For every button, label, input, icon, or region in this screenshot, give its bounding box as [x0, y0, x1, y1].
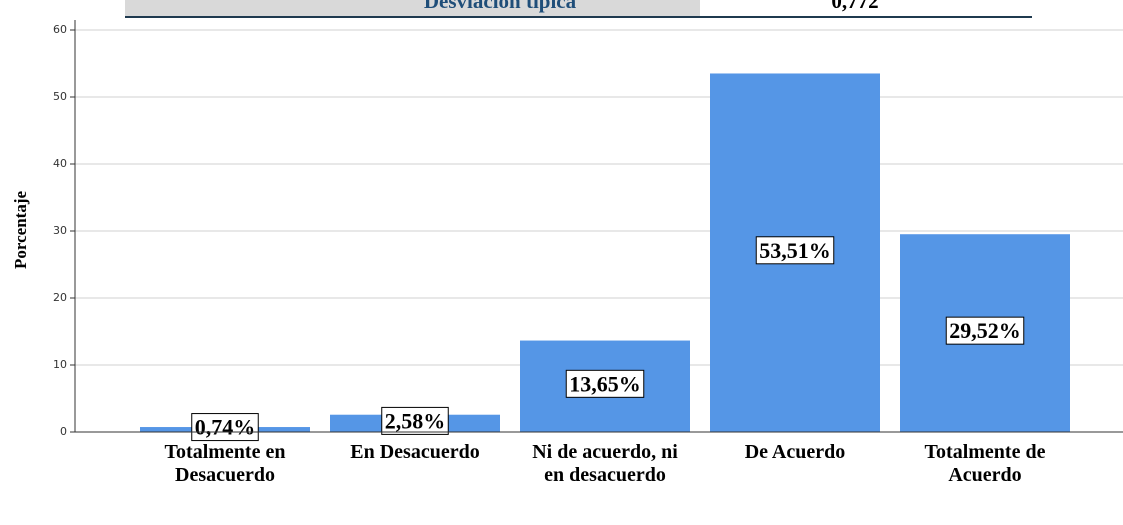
x-tick-label: De Acuerdo — [744, 441, 846, 463]
data-label-box — [945, 316, 1025, 345]
data-label-box — [191, 413, 259, 442]
y-tick-label: 20 — [53, 291, 67, 304]
header-cell — [125, 0, 700, 17]
data-label: 2,58% — [385, 408, 446, 433]
x-tick-label: Totalmente de Acuerdo — [924, 441, 1046, 486]
x-tick-label: En Desacuerdo — [350, 441, 480, 463]
header-label: Desviación típica — [424, 0, 577, 13]
data-label: 0,74% — [195, 415, 256, 440]
y-tick-label: 10 — [53, 358, 67, 371]
data-label-box — [565, 369, 645, 398]
header-value: 0,772 — [831, 0, 878, 13]
data-label: 13,65% — [569, 371, 641, 396]
x-tick-label: Totalmente en Desacuerdo — [164, 441, 286, 486]
data-label: 29,52% — [949, 318, 1021, 343]
y-tick-label: 50 — [53, 90, 67, 103]
data-label: 53,51% — [759, 238, 831, 263]
y-axis-label: Porcentaje — [11, 191, 30, 269]
x-tick-label: Ni de acuerdo, ni en desacuerdo — [532, 441, 678, 486]
y-tick-label: 40 — [53, 157, 67, 170]
y-tick-label: 0 — [60, 425, 67, 438]
data-label-box — [755, 236, 835, 265]
y-tick-label: 30 — [53, 224, 67, 237]
data-label-box — [381, 406, 449, 435]
y-tick-label: 60 — [53, 23, 67, 36]
